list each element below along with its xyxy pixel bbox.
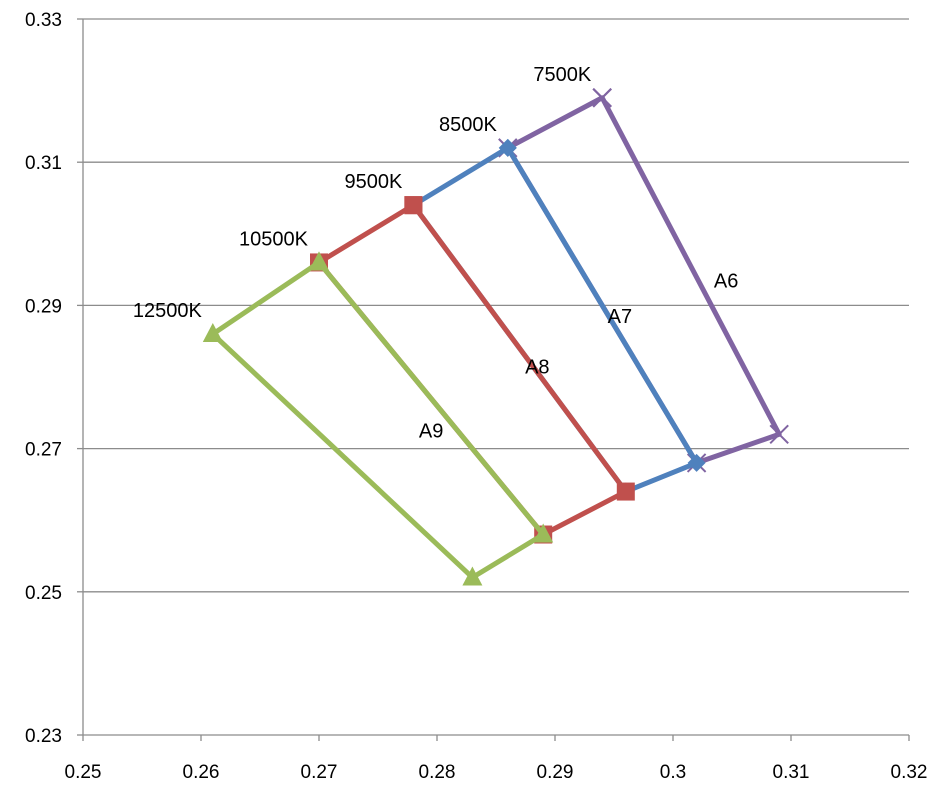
data-point (533, 523, 554, 543)
data-point (309, 251, 329, 271)
point-label: 7500K (533, 64, 591, 86)
x-tick-label: 0.25 (65, 762, 102, 783)
series-line (505, 95, 782, 466)
y-tick-label: 0.31 (25, 153, 62, 174)
point-label: 12500K (133, 300, 203, 322)
region-label: A7 (608, 306, 632, 328)
x-tick-label: 0.27 (301, 762, 338, 783)
point-label: 10500K (239, 228, 309, 250)
data-point (462, 566, 483, 586)
series-line (316, 202, 629, 538)
data-point (498, 138, 517, 157)
x-tick-label: 0.26 (183, 762, 220, 783)
annotations: 7500K 8500K 9500K 10500K 12500K A6 A7 A8 A9 (133, 64, 739, 443)
x-tick-label: 0.31 (773, 762, 810, 783)
data-point (592, 88, 612, 108)
point-label: 8500K (439, 114, 497, 136)
y-tick-label: 0.25 (25, 583, 62, 604)
data-point (769, 424, 789, 444)
x-tick-label: 0.29 (537, 762, 574, 783)
gridlines (83, 18, 909, 593)
x-tick-label: 0.28 (419, 762, 456, 783)
x-tick-label: 0.32 (891, 762, 928, 783)
data-point (404, 196, 423, 215)
point-label: 9500K (345, 171, 403, 193)
region-label: A6 (714, 270, 738, 292)
y-tick-label: 0.23 (25, 726, 62, 747)
region-label: A8 (525, 356, 549, 378)
series-group (202, 88, 789, 586)
y-tick-label: 0.27 (25, 440, 62, 461)
data-point (202, 323, 223, 343)
y-tick-label: 0.33 (25, 10, 62, 31)
y-tick-label: 0.29 (25, 296, 62, 317)
x-tick-label: 0.3 (660, 762, 686, 783)
axes: 0.230.250.270.290.310.330.25 0.26 0.27 0.28… (25, 10, 927, 783)
data-point (687, 453, 706, 472)
region-label: A9 (419, 421, 443, 443)
data-point (616, 482, 635, 501)
